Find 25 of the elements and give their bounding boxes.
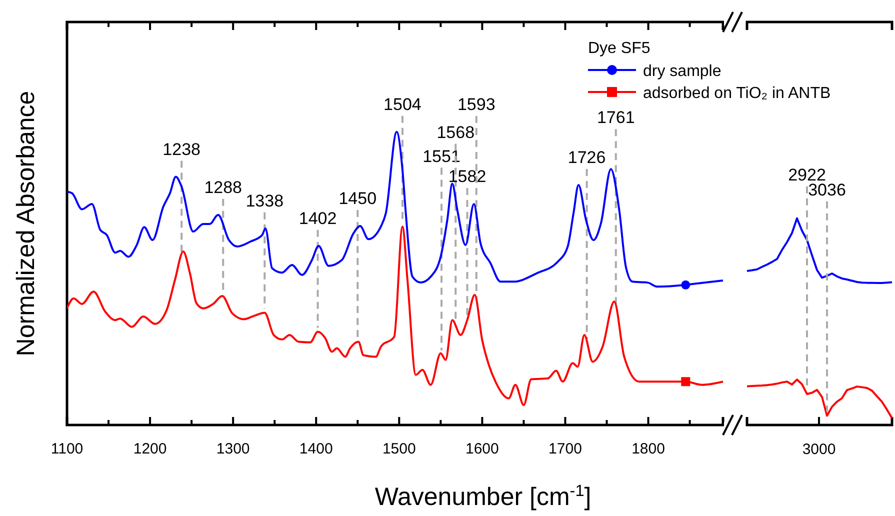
- ref-line-label: 1450: [338, 188, 377, 208]
- ref-line-label: 1288: [204, 178, 242, 197]
- x-tick-label: 1100: [50, 440, 84, 458]
- x-tick-label: 1600: [466, 440, 499, 458]
- ref-line-label: 1402: [298, 208, 337, 228]
- x-tick-label: 1800: [632, 440, 665, 458]
- x-tick-label: 1500: [382, 440, 416, 458]
- ref-line-label: 1238: [162, 140, 201, 159]
- ref-line-label: 1568: [436, 122, 475, 142]
- text: 3000: [802, 441, 836, 458]
- ref-line-label: 1338: [246, 191, 284, 210]
- ref-line-label: 1726: [568, 148, 606, 167]
- x-axis-title: Wavenumber [cm$^{-1}$]: [374, 482, 592, 511]
- ref-line-label: 1504: [384, 94, 422, 114]
- legend-title: Dye SF5: [588, 40, 650, 57]
- legend-label: dry sample: [643, 63, 722, 80]
- ref-line-label: 1582: [448, 167, 486, 186]
- x-tick-label: 1400: [299, 440, 333, 458]
- ref-line-label: 1761: [596, 108, 635, 128]
- x-tick-label: 1700: [548, 440, 582, 458]
- y-axis-title: Normalized Absorbance: [12, 90, 40, 356]
- x-tick-label: 1200: [133, 440, 167, 458]
- ref-line-label: 1593: [457, 95, 496, 114]
- legend-label: adsorbed on TiO₂ in ANTB: [643, 85, 831, 102]
- x-tick-label: 1300: [216, 440, 250, 458]
